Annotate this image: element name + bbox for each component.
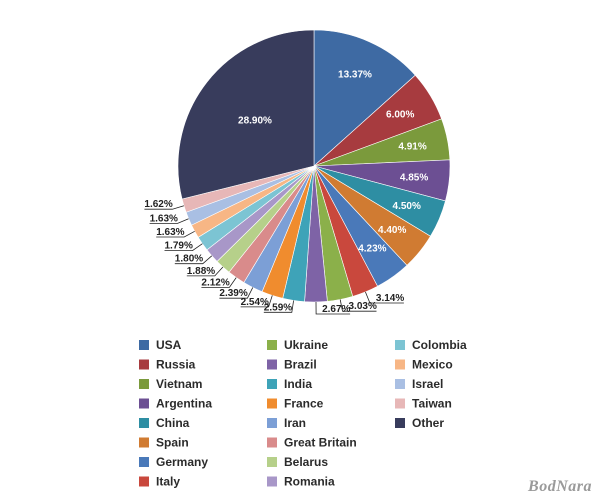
legend-label-iran: Iran	[284, 416, 306, 430]
pie-slices	[177, 29, 451, 303]
chart-legend: USA Russia Vietnam Argentina China Spain Germa…	[139, 338, 467, 489]
data-label-brazil: 2.67%	[322, 304, 350, 315]
legend-swatch-israel	[395, 379, 405, 389]
leader-line-israel	[149, 218, 189, 224]
data-label-ukraine: 3.03%	[349, 301, 377, 312]
legend-label-spain: Spain	[156, 436, 189, 450]
data-label-colombia: 1.79%	[165, 241, 193, 252]
legend-label-usa: USA	[156, 338, 182, 352]
leader-line-great-britain	[201, 277, 237, 288]
legend-swatch-colombia	[395, 340, 405, 350]
legend-swatch-argentina	[139, 398, 149, 409]
leader-line-ukraine	[339, 299, 377, 312]
legend-label-great-britain: Great Britain	[284, 436, 357, 450]
legend-swatch-romania	[267, 476, 277, 487]
data-label-france: 2.54%	[241, 297, 269, 308]
legend-label-belarus: Belarus	[284, 455, 328, 469]
legend-swatch-india	[267, 379, 277, 389]
legend-label-russia: Russia	[156, 358, 196, 372]
data-label-iran: 2.39%	[219, 288, 247, 299]
data-label-other: 28.90%	[238, 116, 272, 127]
data-label-india: 2.59%	[264, 302, 292, 313]
legend-label-mexico: Mexico	[412, 358, 453, 372]
legend-swatch-france	[267, 398, 277, 409]
data-label-israel: 1.63%	[150, 213, 178, 224]
data-label-spain: 4.40%	[378, 225, 406, 236]
legend-label-ukraine: Ukraine	[284, 338, 328, 352]
data-label-germany: 4.23%	[358, 244, 386, 255]
legend-label-china: China	[156, 416, 190, 430]
leader-line-iran	[219, 287, 254, 299]
leader-line-mexico	[156, 230, 195, 238]
pie-callouts: 13.37% 6.00% 4.91% 4.85% 4.50% 4.40% 4.23% 3.14…	[144, 70, 428, 315]
legend-label-colombia: Colombia	[412, 338, 467, 352]
legend-swatch-taiwan	[395, 398, 405, 409]
legend-label-vietnam: Vietnam	[156, 377, 202, 391]
legend-label-germany: Germany	[156, 455, 208, 469]
legend-swatch-belarus	[267, 457, 277, 467]
data-label-great-britain: 2.12%	[201, 277, 229, 288]
leader-line-italy	[365, 291, 404, 304]
pie-slice-usa	[313, 29, 416, 167]
legend-swatch-spain	[139, 437, 149, 448]
legend-label-other: Other	[412, 416, 444, 430]
data-label-italy: 3.14%	[376, 293, 404, 304]
legend-swatch-mexico	[395, 359, 405, 370]
leader-line-brazil	[315, 301, 351, 315]
data-label-usa: 13.37%	[338, 70, 372, 81]
legend-swatch-russia	[139, 359, 149, 370]
leader-line-india	[263, 300, 294, 313]
legend-label-france: France	[284, 397, 324, 411]
leader-line-colombia	[164, 243, 203, 252]
data-label-china: 4.50%	[393, 201, 421, 212]
legend-swatch-china	[139, 418, 149, 428]
legend-label-taiwan: Taiwan	[412, 397, 452, 411]
legend-swatch-ukraine	[267, 340, 277, 350]
legend-swatch-other	[395, 418, 405, 428]
legend-swatch-italy	[139, 476, 149, 487]
watermark-logo: BodNara	[528, 478, 592, 495]
data-label-romania: 1.80%	[175, 254, 203, 265]
legend-swatch-great-britain	[267, 437, 277, 448]
legend-label-brazil: Brazil	[284, 358, 317, 372]
legend-swatch-germany	[139, 457, 149, 467]
leader-line-france	[240, 295, 273, 308]
data-label-argentina: 4.85%	[400, 172, 428, 183]
legend-swatch-iran	[267, 418, 277, 428]
legend-swatch-vietnam	[139, 379, 149, 389]
legend-label-italy: Italy	[156, 475, 180, 489]
data-label-taiwan: 1.62%	[144, 199, 172, 210]
leader-line-taiwan	[144, 205, 185, 210]
legend-label-india: India	[284, 377, 312, 391]
pie-slice-other	[177, 29, 315, 200]
legend-label-romania: Romania	[284, 475, 335, 489]
data-label-russia: 6.00%	[386, 110, 414, 121]
legend-label-argentina: Argentina	[156, 397, 212, 411]
data-label-vietnam: 4.91%	[398, 142, 426, 153]
leader-line-romania	[174, 255, 213, 265]
data-label-mexico: 1.63%	[156, 227, 184, 238]
legend-swatch-brazil	[267, 359, 277, 370]
leader-line-belarus	[186, 266, 224, 277]
data-label-belarus: 1.88%	[187, 266, 215, 277]
legend-swatch-usa	[139, 340, 149, 350]
legend-label-israel: Israel	[412, 377, 443, 391]
